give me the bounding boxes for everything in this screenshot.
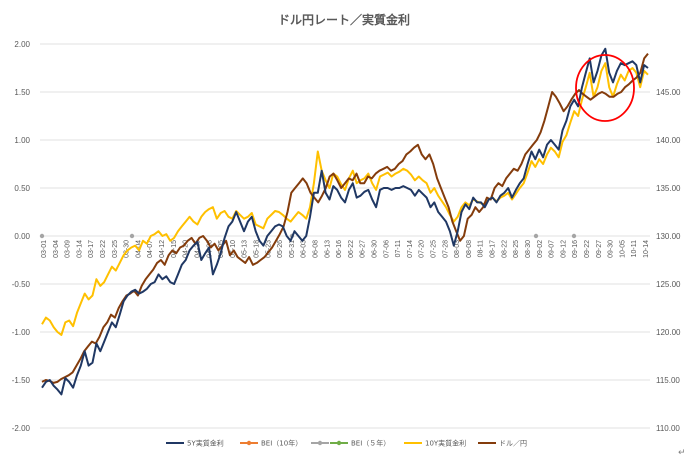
legend-label: 5Y実質金利 <box>187 439 224 448</box>
x-tick-label: 06-30 <box>372 240 379 258</box>
x-tick-label: 09-07 <box>549 240 556 258</box>
y-left-tick-label: -1.50 <box>12 376 31 385</box>
x-tick-label: 07-06 <box>383 240 390 258</box>
x-tick-label: 03-09 <box>65 240 72 258</box>
y-right-tick-label: 140.00 <box>656 136 681 145</box>
x-tick-label: 10-05 <box>619 240 626 258</box>
y-left-tick-label: 0.50 <box>14 184 30 193</box>
y-left-tick-label: -1.00 <box>12 328 31 337</box>
y-left-tick-label: 0.00 <box>14 232 30 241</box>
y-left-tick-label: 1.50 <box>14 88 30 97</box>
x-tick-label: 08-22 <box>501 240 508 258</box>
x-tick-label: 06-27 <box>360 240 367 258</box>
x-tick-label: 04-12 <box>159 240 166 258</box>
y-right-tick-label: 135.00 <box>656 184 681 193</box>
legend-label: BEI（５年） <box>351 439 390 448</box>
x-tick-label: 05-13 <box>242 240 249 258</box>
x-tick-label: 03-30 <box>124 240 131 258</box>
x-tick-label: 03-04 <box>53 240 60 258</box>
x-tick-label: 08-30 <box>525 240 532 258</box>
legend: 5Y実質金利 BEI（10年） BEI（５年） 10Y実質金利 ドル／円 <box>166 439 527 448</box>
series-layer <box>39 47 649 396</box>
x-tick-label: 09-12 <box>560 240 567 258</box>
series-marker <box>533 233 539 239</box>
x-tick-label: 06-22 <box>348 240 355 258</box>
legend-label: BEI（10年） <box>261 439 302 448</box>
series-line-10y-real-rate <box>41 62 649 336</box>
series-marker <box>129 233 135 239</box>
x-tick-label: 06-03 <box>301 240 308 258</box>
x-tick-label: 09-30 <box>608 240 615 258</box>
x-tick-label: 04-20 <box>183 240 190 258</box>
highlight-circle <box>575 54 635 122</box>
x-tick-label: 08-25 <box>513 240 520 258</box>
series-line-5y-real-rate <box>41 47 649 396</box>
corner-return-mark: ↵ <box>678 448 686 458</box>
x-tick-label: 03-22 <box>100 240 107 258</box>
y-right-tick-label: 115.00 <box>656 376 680 385</box>
y-left-tick-label: -0.50 <box>12 280 31 289</box>
chart-title: ドル円レート／実質金利 <box>278 12 410 27</box>
series-line-usd-jpy <box>41 52 649 384</box>
x-tick-label: 09-02 <box>537 240 544 258</box>
x-tick-label: 08-03 <box>454 240 461 258</box>
x-tick-label: 09-16 <box>572 240 579 258</box>
x-tick-label: 07-14 <box>407 240 414 258</box>
x-tick-label: 05-31 <box>289 240 296 258</box>
x-tick-label: 05-26 <box>277 240 284 258</box>
series-marker <box>571 233 577 239</box>
x-tick-label: 06-08 <box>312 240 319 258</box>
x-tick-label: 03-17 <box>88 240 95 258</box>
x-tick-label: 05-18 <box>253 240 260 258</box>
x-tick-label: 07-11 <box>395 240 402 257</box>
x-tick-label: 07-20 <box>419 240 426 258</box>
x-tick-label: 09-27 <box>596 240 603 258</box>
x-tick-label: 05-23 <box>265 240 272 258</box>
legend-label: ドル／円 <box>499 440 527 448</box>
x-tick-label: 05-10 <box>230 240 237 258</box>
series-marker <box>39 233 45 239</box>
legend-marker <box>336 440 342 446</box>
x-tick-label: 04-15 <box>171 240 178 258</box>
y-left-tick-label: 2.00 <box>14 40 30 49</box>
y-right-tick-label: 120.00 <box>656 328 681 337</box>
y-right-tick-label: 125.00 <box>656 280 681 289</box>
x-tick-label: 04-07 <box>147 240 154 258</box>
legend-marker <box>317 440 323 446</box>
y-axis-left: 2.00 1.50 1.00 0.50 0.00 -0.50 -1.00 -1.50 -2.00 <box>12 40 31 433</box>
y-right-tick-label: 145.00 <box>656 88 681 97</box>
x-tick-label: 08-08 <box>466 240 473 258</box>
x-tick-label: 07-28 <box>442 240 449 258</box>
y-right-tick-label: 110.00 <box>656 424 680 433</box>
y-right-tick-label: 130.00 <box>656 232 681 241</box>
x-tick-label: 03-14 <box>76 240 83 258</box>
y-left-tick-label: 1.00 <box>14 136 30 145</box>
x-tick-label: 06-13 <box>324 240 331 258</box>
x-tick-label: 10-11 <box>631 240 638 257</box>
x-tick-label: 10-14 <box>643 240 650 258</box>
x-tick-label: 03-25 <box>112 240 119 258</box>
x-tick-label: 07-25 <box>431 240 438 258</box>
x-tick-label: 08-11 <box>478 240 485 257</box>
x-tick-label: 06-16 <box>336 240 343 258</box>
x-tick-label: 09-22 <box>584 240 591 258</box>
y-axis-right: 145.00 140.00 135.00 130.00 125.00 120.00 115.… <box>656 88 681 433</box>
y-left-tick-label: -2.00 <box>12 424 31 433</box>
x-tick-label: 03-01 <box>41 240 48 258</box>
x-tick-label: 08-17 <box>490 240 497 258</box>
legend-marker <box>246 440 252 446</box>
legend-label: 10Y実質金利 <box>425 439 466 448</box>
